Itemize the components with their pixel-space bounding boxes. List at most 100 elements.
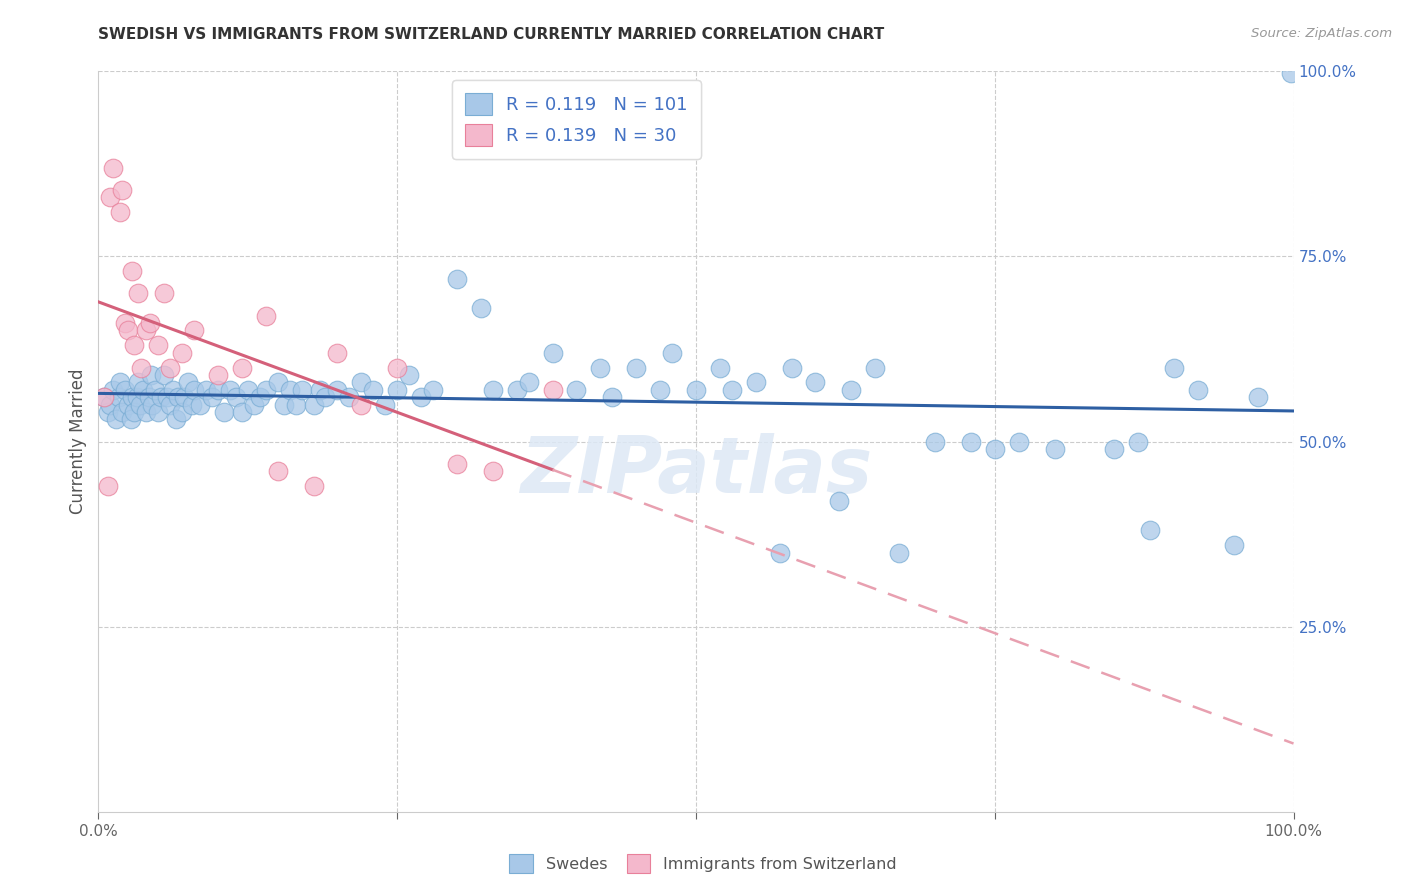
Point [225,390,247,404]
Point [1102,442,1125,456]
Point [153,286,176,301]
Point [541,345,564,359]
Point [249,390,271,404]
Point [661,345,683,359]
Text: ZIPatlas: ZIPatlas [520,434,872,509]
Point [97,405,120,419]
Point [385,383,409,397]
Text: Source: ZipAtlas.com: Source: ZipAtlas.com [1251,27,1392,40]
Point [121,264,143,278]
Point [254,309,277,323]
Point [385,360,409,375]
Point [117,324,139,338]
Point [167,390,190,404]
Point [350,376,373,390]
Point [114,383,136,397]
Point [148,405,170,419]
Point [243,397,266,411]
Point [97,479,120,493]
Point [101,161,124,175]
Point [236,383,259,397]
Point [398,368,420,382]
Point [108,376,131,390]
Point [207,368,229,382]
Point [745,376,768,390]
Legend: R = 0.119   N = 101, R = 0.139   N = 30: R = 0.119 N = 101, R = 0.139 N = 30 [453,80,700,159]
Point [481,383,505,397]
Point [1043,442,1066,456]
Point [131,360,153,375]
Point [302,479,325,493]
Point [141,397,163,411]
Point [374,397,396,411]
Point [107,390,129,404]
Point [139,316,162,330]
Point [1187,383,1209,397]
Point [422,383,444,397]
Point [254,383,277,397]
Point [153,368,176,382]
Point [308,383,330,397]
Point [180,397,202,411]
Point [172,345,194,359]
Point [124,338,146,352]
Point [1128,434,1150,449]
Point [135,405,157,419]
Point [143,383,166,397]
Text: SWEDISH VS IMMIGRANTS FROM SWITZERLAND CURRENTLY MARRIED CORRELATION CHART: SWEDISH VS IMMIGRANTS FROM SWITZERLAND C… [98,27,884,42]
Point [924,434,946,449]
Point [446,271,468,285]
Point [350,397,373,411]
Point [207,383,229,397]
Point [155,390,177,404]
Point [470,301,492,316]
Point [121,390,143,404]
Y-axis label: Currently Married: Currently Married [69,368,87,515]
Point [111,183,134,197]
Point [117,397,139,411]
Point [517,376,540,390]
Point [267,464,290,478]
Point [721,383,744,397]
Point [201,390,224,404]
Point [273,397,295,411]
Point [446,457,468,471]
Point [212,405,235,419]
Point [173,390,195,404]
Point [101,383,124,397]
Point [231,405,253,419]
Point [267,376,290,390]
Point [135,324,157,338]
Point [183,383,205,397]
Point [648,383,672,397]
Point [105,412,128,426]
Point [165,412,187,426]
Point [231,360,253,375]
Point [589,360,612,375]
Point [284,397,307,411]
Point [124,405,146,419]
Point [1246,390,1268,404]
Point [111,405,134,419]
Point [183,324,205,338]
Point [685,383,707,397]
Point [1139,524,1161,538]
Point [131,383,153,397]
Point [291,383,314,397]
Point [129,397,152,411]
Point [108,205,131,219]
Point [841,383,863,397]
Point [127,286,149,301]
Point [363,383,385,397]
Point [780,360,803,375]
Point [302,397,325,411]
Point [506,383,529,397]
Point [138,390,160,404]
Point [148,338,170,352]
Point [959,434,981,449]
Point [98,190,122,204]
Point [565,383,588,397]
Point [98,397,122,411]
Point [804,376,827,390]
Point [159,360,181,375]
